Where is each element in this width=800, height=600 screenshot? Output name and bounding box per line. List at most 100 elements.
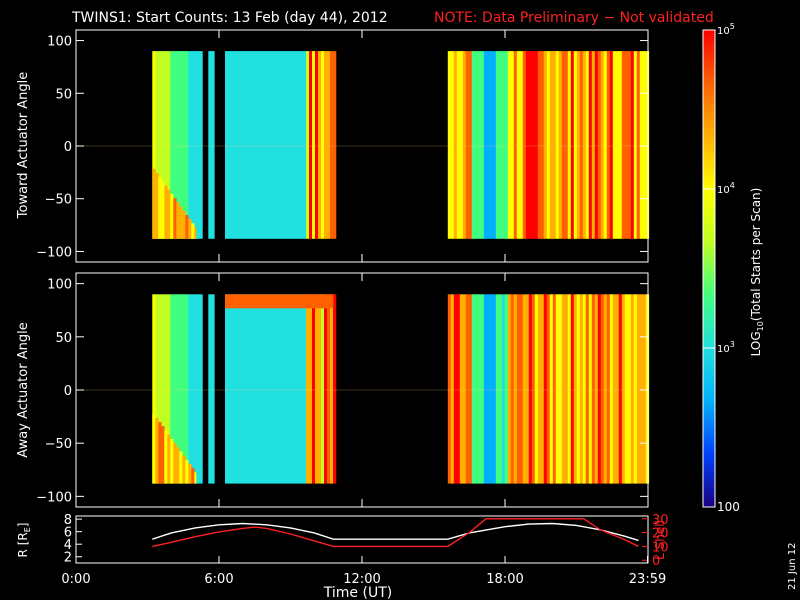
heatmap-cell <box>615 51 620 239</box>
heatmap-cell <box>194 227 198 239</box>
heatmap-cell <box>179 451 183 484</box>
heatmap-cell <box>231 51 235 239</box>
y-tick-label: −100 <box>36 245 72 260</box>
heatmap-cell <box>567 294 572 484</box>
heatmap-cell <box>468 294 473 484</box>
away-angle-panel: 100 50 0 −50 −100 <box>36 272 650 508</box>
heatmap-cell <box>282 51 286 239</box>
heatmap-cell <box>450 294 455 484</box>
heatmap-cell <box>173 294 177 484</box>
heatmap-cell <box>330 294 334 484</box>
heatmap-cell <box>552 51 557 239</box>
heatmap-cell <box>185 51 189 239</box>
heatmap-cell <box>291 51 295 239</box>
heatmap-cell <box>188 463 192 484</box>
heatmap-cell <box>561 294 566 484</box>
heatmap-cell <box>609 51 614 239</box>
heatmap-cell <box>591 294 596 484</box>
heatmap-cell <box>237 294 241 484</box>
heatmap-cell <box>459 294 464 484</box>
heatmap-cell <box>315 51 319 239</box>
heatmap-cell <box>225 294 229 484</box>
heatmap-cell <box>282 294 286 484</box>
y-tick-label: 0 <box>64 384 72 399</box>
heatmap-cell <box>158 51 162 239</box>
colorbar-tick-label: 105 <box>717 22 735 37</box>
heatmap-cell <box>176 294 180 484</box>
heatmap-cell <box>179 294 183 484</box>
heatmap-cell <box>594 294 599 484</box>
heatmap-cell <box>225 294 334 309</box>
heatmap-cell <box>546 51 551 239</box>
heatmap-cell <box>477 294 482 484</box>
heatmap-cell <box>645 51 650 239</box>
heatmap-cell <box>564 294 569 484</box>
heatmap-cell <box>208 294 212 484</box>
colorbar-gradient <box>702 29 716 508</box>
y-tick-label-right: 30 <box>652 513 669 528</box>
heatmap-cell <box>624 51 629 239</box>
heatmap-cell <box>194 51 198 239</box>
heatmap-cell <box>321 294 325 484</box>
colorbar-tick-label: 104 <box>717 181 735 196</box>
heatmap-cell <box>179 51 183 239</box>
heatmap-cell <box>642 294 647 484</box>
heatmap-cell <box>276 51 280 239</box>
heatmap-cell <box>324 294 328 484</box>
heatmap-cell <box>315 294 319 484</box>
y-tick-label-right: 20 <box>652 527 669 542</box>
heatmap-cell <box>492 51 497 239</box>
heatmap-cell <box>456 51 461 239</box>
heatmap-cell <box>167 294 171 484</box>
heatmap-cell <box>537 51 542 239</box>
heatmap-cell <box>249 51 253 239</box>
y-tick-label-right: 10 <box>652 540 669 555</box>
heatmap-cell <box>211 294 215 484</box>
heatmap-cell <box>534 51 539 239</box>
heatmap-cell <box>255 294 259 484</box>
heatmap-cell <box>152 413 156 484</box>
heatmap-cell <box>591 51 596 239</box>
heatmap-cell <box>270 51 274 239</box>
heatmap-cell <box>164 294 168 484</box>
heatmap-cell <box>297 51 301 239</box>
heatmap-cell <box>462 294 467 484</box>
heatmap-cell <box>306 294 310 484</box>
heatmap-cell <box>585 294 590 484</box>
heatmap-cell <box>161 51 165 239</box>
heatmap-cell <box>255 51 259 239</box>
heatmap-cell <box>555 51 560 239</box>
heatmap-cell <box>516 294 521 484</box>
heatmap-cell <box>492 294 497 484</box>
heatmap-cell <box>606 51 611 239</box>
heatmap-cell <box>199 51 203 239</box>
heatmap-cell <box>513 51 518 239</box>
heatmap-cell <box>279 51 283 239</box>
heatmap-cell <box>249 294 253 484</box>
heatmap-cell <box>453 51 458 239</box>
heatmap-cell <box>480 294 485 484</box>
heatmap-cell <box>495 51 500 239</box>
heatmap-cell <box>582 294 587 484</box>
heatmap-cell <box>510 51 515 239</box>
colorbar-label: LOG10(Total Starts per Scan) <box>749 188 765 357</box>
heatmap-cell <box>561 51 566 239</box>
y-tick-label: −50 <box>45 193 72 208</box>
heatmap-cell <box>552 294 557 484</box>
heatmap-cell <box>513 294 518 484</box>
heatmap-cell <box>309 294 313 484</box>
heatmap-cell <box>188 51 192 239</box>
heatmap-cell <box>447 294 452 484</box>
heatmap-cell <box>624 294 629 484</box>
heatmap-cell <box>318 294 322 484</box>
heatmap-cell <box>188 294 192 484</box>
heatmap-cell <box>258 51 262 239</box>
heatmap-cell <box>327 51 331 239</box>
chart-note: NOTE: Data Preliminary − Not validated <box>434 10 714 26</box>
heatmap-cell <box>152 51 156 239</box>
heatmap-cell <box>261 294 265 484</box>
heatmap-cell <box>576 51 581 239</box>
heatmap-cell <box>483 51 488 239</box>
heatmap-cell <box>300 294 304 484</box>
heatmap-cell <box>199 294 203 484</box>
